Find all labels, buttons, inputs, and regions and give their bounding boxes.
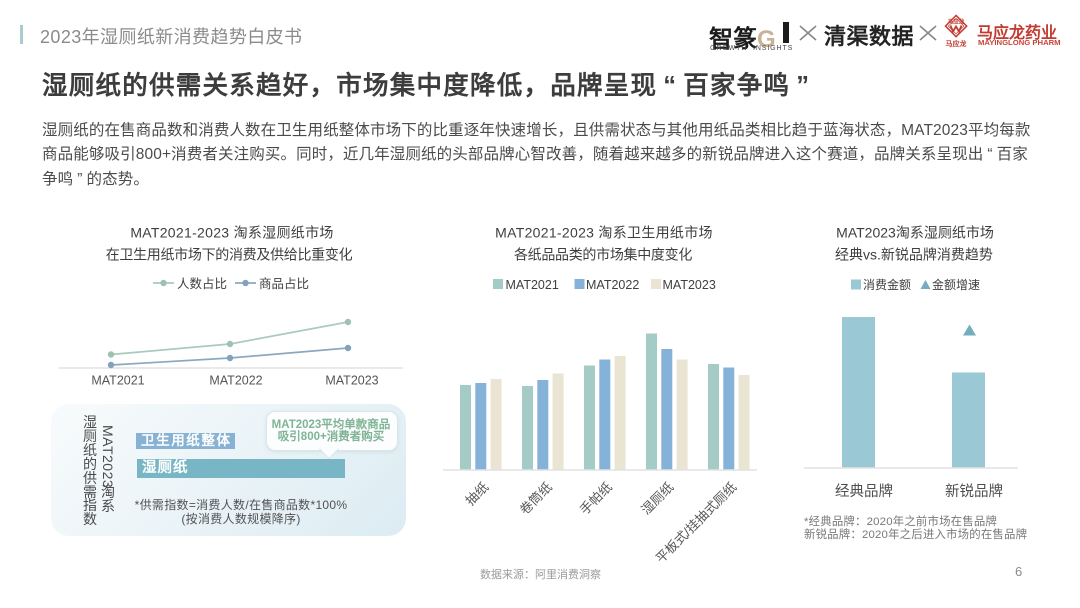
svg-text:商品占比: 商品占比: [259, 276, 309, 291]
svg-text:马应龙: 马应龙: [946, 39, 967, 48]
svg-text:卷筒纸: 卷筒纸: [517, 479, 555, 517]
svg-text:MAT2023淘系湿厕纸市场: MAT2023淘系湿厕纸市场: [836, 225, 994, 241]
svg-text:新锐品牌: 新锐品牌: [945, 483, 1003, 500]
svg-text:经典品牌: 经典品牌: [835, 483, 893, 500]
svg-text:湿厕纸: 湿厕纸: [638, 479, 676, 517]
svg-text:MAT2021-2023 淘系湿厕纸市场: MAT2021-2023 淘系湿厕纸市场: [130, 225, 333, 241]
svg-text:MAT2021: MAT2021: [91, 374, 144, 388]
svg-text:MAT2021: MAT2021: [506, 278, 559, 292]
svg-text:经典vs.新锐品牌消费趋势: 经典vs.新锐品牌消费趋势: [835, 247, 993, 263]
svg-text:MAT2023: MAT2023: [325, 374, 378, 388]
svg-text:抽纸: 抽纸: [462, 479, 491, 508]
svg-text:马应龙: 马应龙: [948, 18, 965, 26]
svg-text:消费金额: 消费金额: [863, 277, 911, 292]
svg-text:各纸品品类的市场集中度变化: 各纸品品类的市场集中度变化: [514, 247, 692, 263]
svg-text:MAT2021-2023 淘系卫生用纸市场: MAT2021-2023 淘系卫生用纸市场: [495, 225, 713, 241]
svg-text:MAT2022: MAT2022: [586, 278, 639, 292]
svg-text:金额增速: 金额增速: [932, 277, 980, 292]
svg-text:人数占比: 人数占比: [177, 276, 227, 291]
svg-text:MAT2023: MAT2023: [663, 278, 716, 292]
svg-text:在卫生用纸市场下的消费及供给比重变化: 在卫生用纸市场下的消费及供给比重变化: [106, 247, 353, 263]
svg-text:MAT2022: MAT2022: [209, 374, 262, 388]
svg-text:手帕纸: 手帕纸: [577, 479, 615, 517]
